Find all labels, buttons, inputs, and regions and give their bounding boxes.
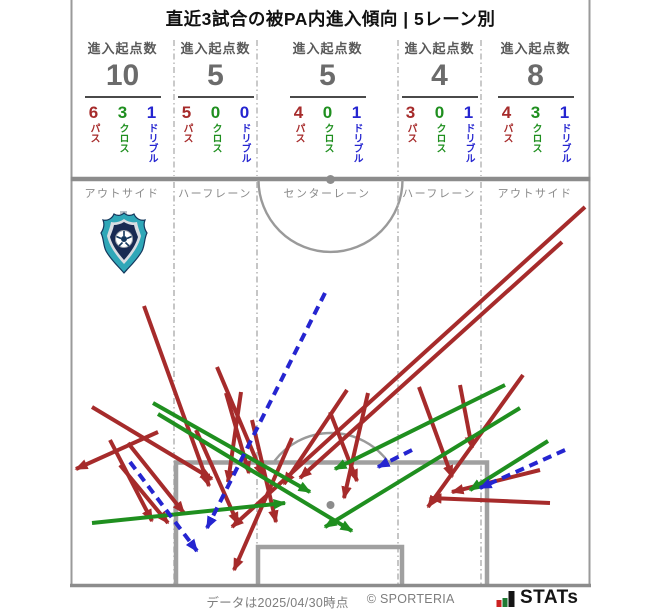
crest-ball-core: [121, 236, 127, 242]
entry-arrow-pass: [142, 305, 211, 488]
cross-label: クロス: [210, 123, 221, 153]
entry-arrow-pass: [215, 366, 265, 478]
entry-arrow-pass: [428, 493, 551, 505]
dribble-label: ドリブル: [559, 123, 570, 163]
lane-label-outside-left: アウトサイド: [84, 188, 160, 200]
lane-stats-column-5: 進入起点数 8 4 パス 3 クロス 1 ドリブル: [481, 38, 590, 176]
pass-label: パス: [501, 123, 512, 143]
centre-spot: [326, 175, 335, 184]
page-title: 直近3試合の被PA内進入傾向 | 5レーン別: [165, 9, 496, 29]
entry-arrow-cross: [333, 383, 506, 471]
cross-stat: 3 クロス: [117, 103, 128, 154]
cross-label: クロス: [117, 123, 128, 153]
entry-arrow-pass: [328, 411, 359, 483]
origin-count-label: 進入起点数: [180, 41, 251, 56]
cross-stat: 3 クロス: [530, 103, 541, 154]
origin-count-total: 5: [319, 59, 336, 92]
cross-label: クロス: [530, 123, 541, 153]
origin-count-label: 進入起点数: [500, 41, 571, 56]
penalty-spot: [326, 501, 335, 509]
dribble-label: ドリブル: [351, 123, 362, 163]
dribble-label: ドリブル: [146, 123, 157, 163]
bar-chart-icon: [496, 591, 515, 607]
breakdown-stats: 6 パス 3 クロス 1 ドリブル: [86, 103, 160, 164]
lane-label-centre: センターレーン: [283, 188, 371, 200]
pass-label: パス: [293, 123, 304, 143]
goal-area-box: [255, 544, 405, 584]
cross-stat: 0 クロス: [434, 103, 445, 154]
data-date-note: データは2025/04/30時点: [206, 596, 349, 610]
entry-arrow-pass: [426, 373, 525, 509]
entry-arrow-pass: [108, 439, 154, 523]
dribble-stat: 1 ドリブル: [559, 103, 570, 164]
lane-stats-column-1: 進入起点数 10 6 パス 3 クロス 1 ドリブル: [71, 38, 174, 176]
total-underline: [177, 96, 254, 98]
entry-arrow-dribble: [128, 460, 199, 553]
entry-arrow-cross: [91, 498, 287, 525]
club-crest: [100, 211, 148, 274]
dribble-stat: 1 ドリブル: [463, 103, 474, 164]
entry-arrow-pass: [298, 240, 564, 480]
centre-circle-arc: [257, 179, 404, 254]
entry-arrow-pass: [224, 391, 243, 484]
breakdown-stats: 3 パス 0 クロス 1 ドリブル: [403, 103, 477, 164]
pass-stat: 5 パス: [181, 103, 192, 144]
entry-arrow-pass: [417, 386, 454, 479]
total-underline: [401, 96, 478, 98]
cross-label: クロス: [434, 123, 445, 153]
pass-stat: 6 パス: [88, 103, 99, 144]
lane-label-half-right: ハーフレーン: [402, 188, 476, 200]
entry-arrow-pass: [282, 388, 349, 486]
stats-brand: STATs: [496, 587, 579, 608]
lane-stats-column-3: 進入起点数 5 4 パス 0 クロス 1 ドリブル: [257, 38, 398, 176]
total-underline: [497, 96, 574, 98]
entry-arrow-pass: [341, 392, 370, 500]
entry-arrow-dribble: [478, 448, 566, 490]
entry-arrow-pass: [224, 392, 251, 475]
copyright: © SPORTERIA: [366, 592, 455, 606]
cross-label: クロス: [322, 123, 333, 153]
lane-label-half-left: ハーフレーン: [178, 188, 252, 200]
lane-label-outside-right: アウトサイド: [497, 188, 573, 200]
breakdown-stats: 4 パス 3 クロス 1 ドリブル: [499, 103, 573, 164]
breakdown-stats: 5 パス 0 クロス 0 ドリブル: [179, 103, 253, 164]
entry-arrows-layer: [74, 205, 587, 572]
footer-note: データは2025/04/30時点 © SPORTERIA: [71, 592, 590, 611]
origin-count-label: 進入起点数: [404, 41, 475, 56]
pass-stat: 4 パス: [501, 103, 512, 144]
entry-arrow-dribble: [376, 448, 413, 469]
origin-count-label: 進入起点数: [292, 41, 363, 56]
pass-label: パス: [181, 123, 192, 143]
dribble-stat: 0 ドリブル: [239, 103, 250, 164]
total-underline: [84, 96, 161, 98]
breakdown-stats: 4 パス 0 クロス 1 ドリブル: [291, 103, 365, 164]
total-underline: [289, 96, 366, 98]
entry-arrow-pass: [90, 405, 214, 481]
origin-count-total: 4: [431, 59, 448, 92]
pass-label: パス: [88, 123, 99, 143]
entry-arrow-cross: [156, 412, 354, 533]
dribble-label: ドリブル: [239, 123, 250, 163]
entry-arrow-pass: [126, 441, 186, 515]
pass-label: パス: [405, 123, 416, 143]
cross-stat: 0 クロス: [210, 103, 221, 154]
cross-stat: 0 クロス: [322, 103, 333, 154]
pass-stat: 3 パス: [405, 103, 416, 144]
dribble-label: ドリブル: [463, 123, 474, 163]
lane-stats-column-2: 進入起点数 5 5 パス 0 クロス 0 ドリブル: [174, 38, 257, 176]
pass-stat: 4 パス: [293, 103, 304, 144]
dribble-stat: 1 ドリブル: [351, 103, 362, 164]
dribble-stat: 1 ドリブル: [146, 103, 157, 164]
crest-ball-spokes: [116, 231, 132, 247]
origin-count-total: 8: [527, 59, 544, 92]
origin-count-total: 10: [105, 59, 140, 92]
lane-stats-column-4: 進入起点数 4 3 パス 0 クロス 1 ドリブル: [398, 38, 481, 176]
origin-count-total: 5: [207, 59, 224, 92]
entry-arrow-cross: [323, 406, 522, 529]
brand-text: STATs: [520, 587, 579, 608]
entry-arrow-cross: [152, 401, 312, 494]
origin-count-label: 進入起点数: [87, 41, 158, 56]
